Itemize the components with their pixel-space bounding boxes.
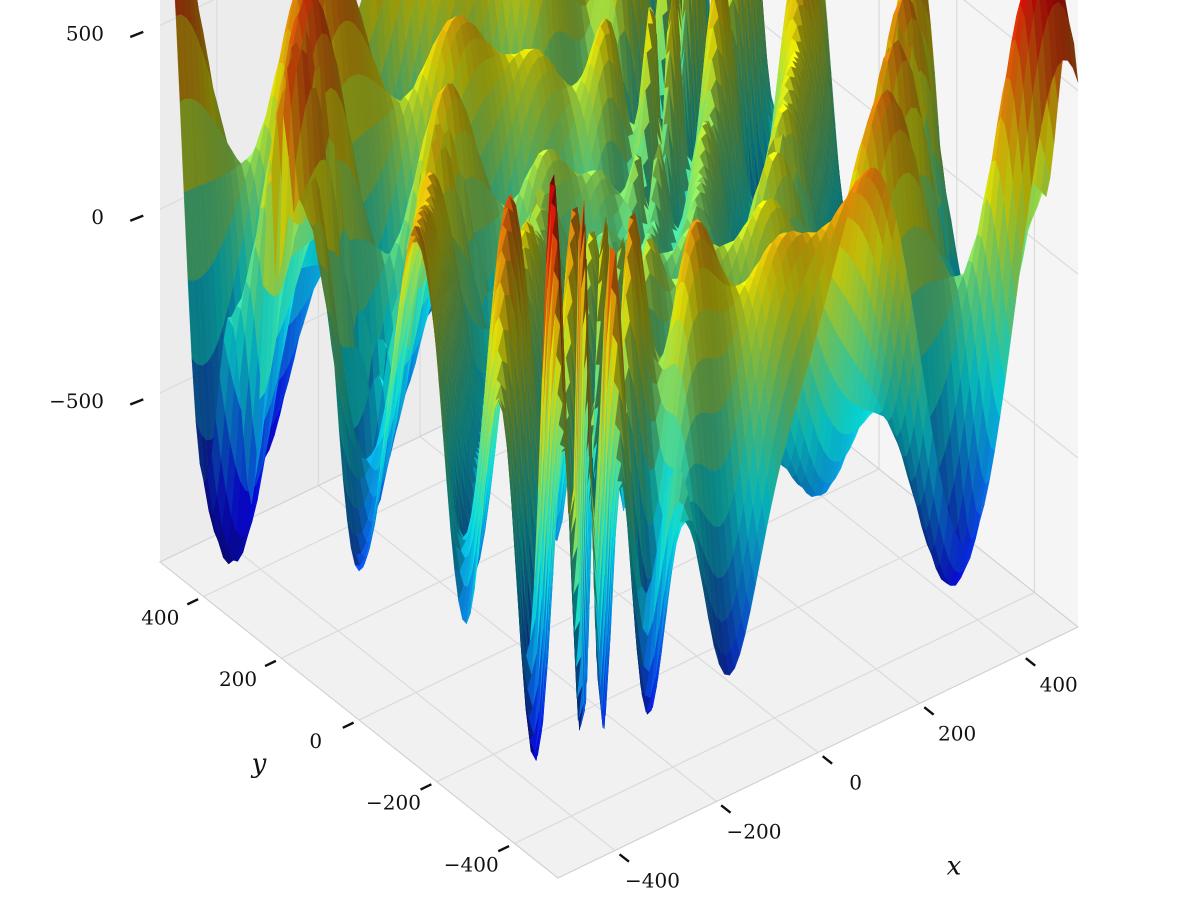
- surface-patch: [486, 0, 492, 10]
- grid-line: [436, 530, 958, 783]
- surface-patch: [584, 0, 590, 7]
- grid-line: [514, 591, 1035, 845]
- surface-patch: [612, 0, 618, 10]
- surface-plot: [174, 0, 1079, 762]
- surface-patch: [757, 0, 759, 10]
- grid-line: [358, 468, 880, 721]
